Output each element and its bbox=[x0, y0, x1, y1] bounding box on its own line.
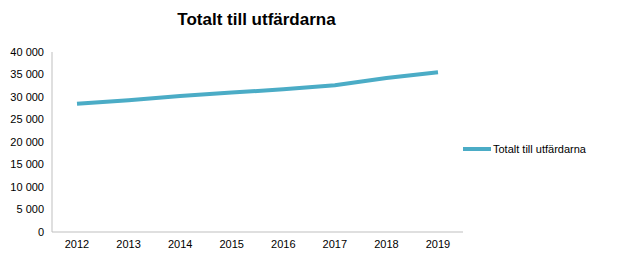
svg-text:15 000: 15 000 bbox=[10, 158, 44, 170]
html-text:Totalt till utfärdarna: Totalt till utfärdarna bbox=[493, 143, 586, 155]
svg-text:2012: 2012 bbox=[65, 238, 89, 250]
svg-text:20 000: 20 000 bbox=[10, 136, 44, 148]
svg-text:0: 0 bbox=[38, 226, 44, 238]
svg-text:2015: 2015 bbox=[219, 238, 243, 250]
svg-text:2014: 2014 bbox=[168, 238, 192, 250]
svg-text:5 000: 5 000 bbox=[16, 203, 44, 215]
svg-text:2013: 2013 bbox=[116, 238, 140, 250]
svg-text:2019: 2019 bbox=[426, 238, 450, 250]
svg-text:2016: 2016 bbox=[271, 238, 295, 250]
svg-text:2018: 2018 bbox=[374, 238, 398, 250]
html-text:Totalt till utfärdarna: Totalt till utfärdarna bbox=[177, 10, 336, 29]
svg-text:25 000: 25 000 bbox=[10, 113, 44, 125]
svg-text:30 000: 30 000 bbox=[10, 91, 44, 103]
svg-text:10 000: 10 000 bbox=[10, 181, 44, 193]
svg-text:2017: 2017 bbox=[323, 238, 347, 250]
svg-text:40 000: 40 000 bbox=[10, 46, 44, 58]
svg-text:35 000: 35 000 bbox=[10, 68, 44, 80]
